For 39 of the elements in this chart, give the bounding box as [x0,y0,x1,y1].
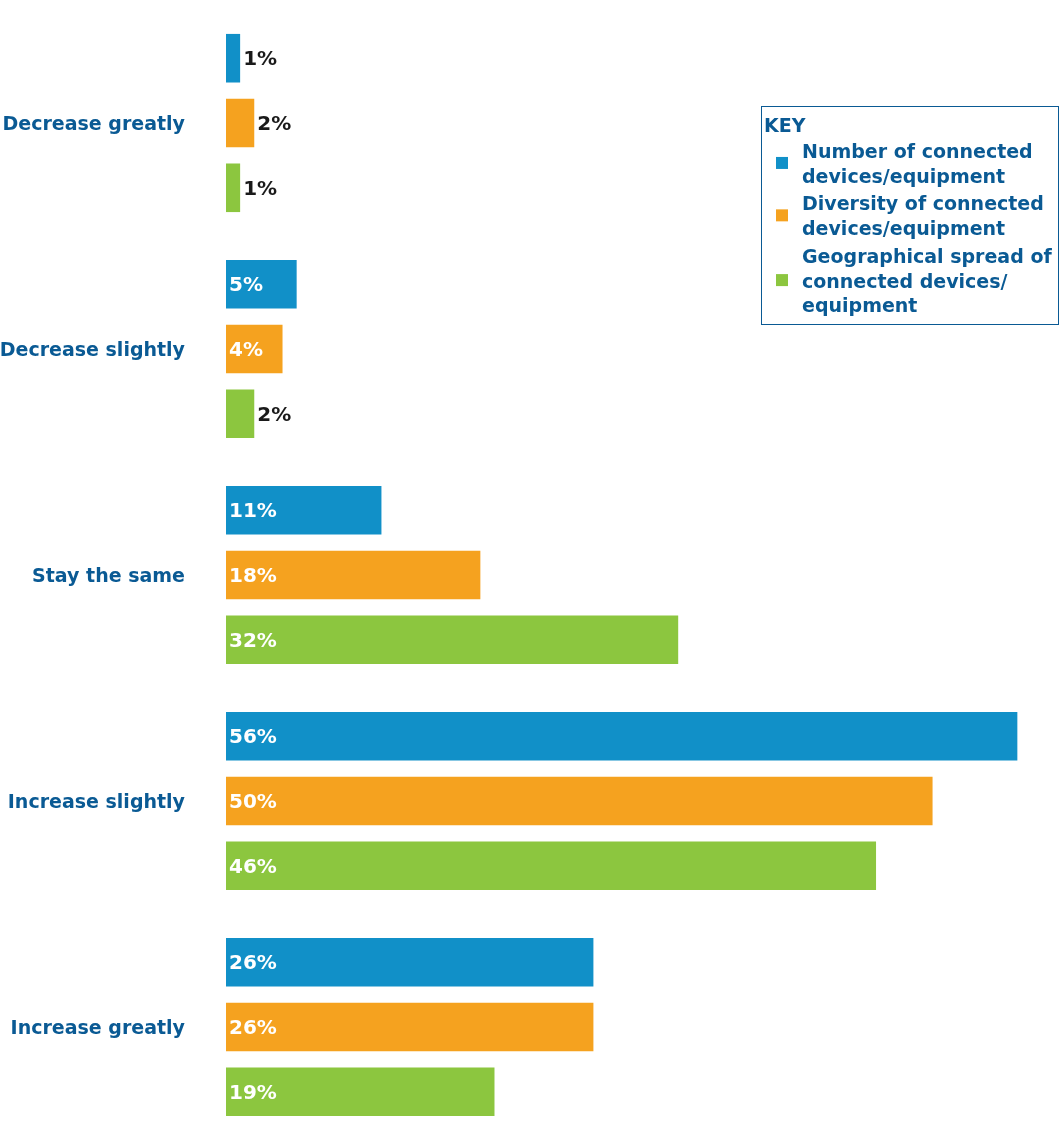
data-label: 32% [229,627,277,652]
bar [226,1067,495,1117]
bar [226,98,255,148]
data-label: 1% [243,175,278,200]
bar [226,485,382,535]
data-label: 4% [229,337,263,361]
data-label: 46% [229,853,277,878]
y-tick-label: Increase slightly [7,789,186,812]
legend-label: Number of connected devices/equipment [802,140,1033,187]
data-label: 26% [229,1015,277,1040]
bar [226,937,594,987]
data-label: 5% [229,272,263,297]
bar [226,163,241,213]
data-label: 1% [243,46,278,71]
y-tick-label: Stay the same [32,563,185,586]
data-label: 26% [229,950,277,975]
data-label: 50% [229,789,277,814]
bar [226,776,933,826]
data-label: 2% [257,401,292,426]
bar [226,841,877,891]
bar [226,259,297,309]
bar [226,711,1018,761]
data-label: 18% [229,563,277,587]
data-label: 11% [229,498,277,523]
y-tick-label: Decrease slightly [0,337,186,360]
data-label: 2% [257,111,292,136]
bar [226,33,241,83]
data-label: 56% [229,724,277,749]
legend-title: KEY [764,113,806,136]
bar [226,389,255,439]
bar [226,1002,594,1052]
y-tick-label: Increase greatly [10,1015,186,1038]
bar [226,550,481,600]
bar [226,615,679,665]
legend-label: Geographical spread of connected devices/ equipment [802,244,1053,317]
legend-label: Diversity of connected devices/equipment [802,192,1044,240]
bar [226,324,283,374]
data-label: 19% [229,1079,277,1104]
y-tick-label: Decrease greatly [2,111,186,134]
